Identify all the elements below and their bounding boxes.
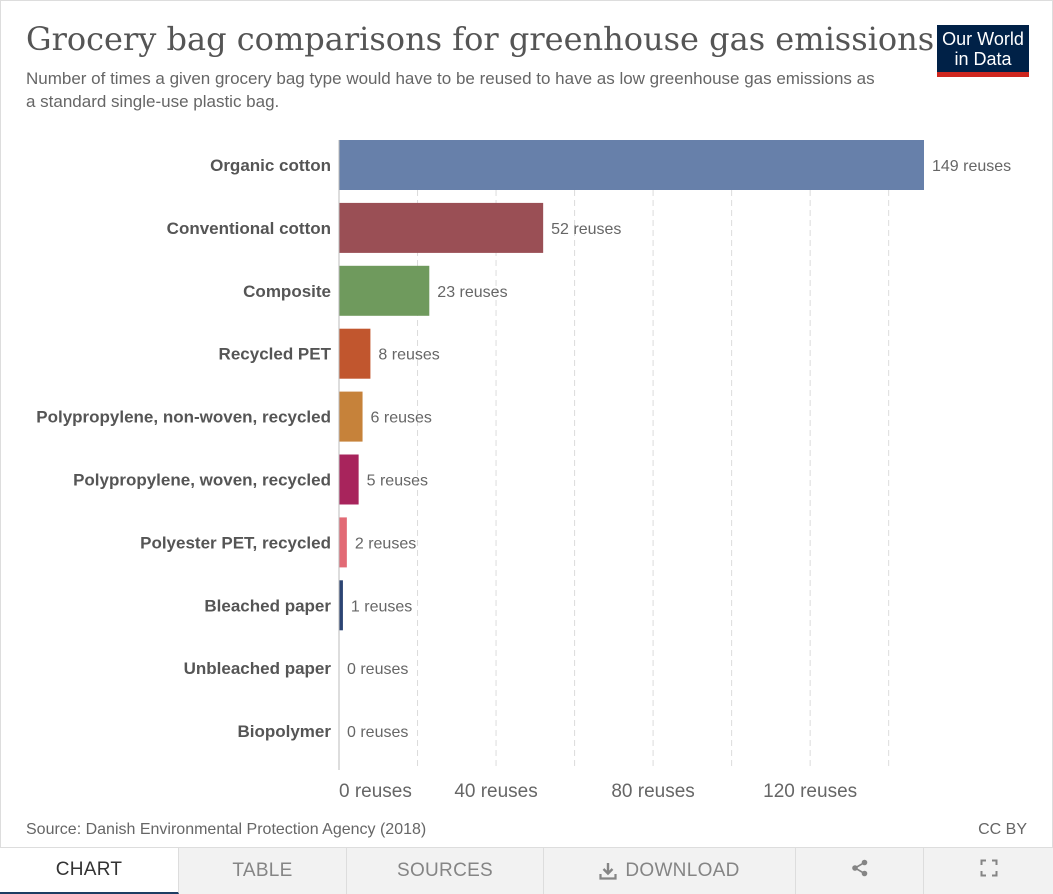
category-label: Unbleached paper xyxy=(184,659,332,678)
category-label: Recycled PET xyxy=(219,345,332,364)
category-label: Composite xyxy=(243,282,331,301)
value-label: 2 reuses xyxy=(355,535,416,552)
source-note: Source: Danish Environmental Protection … xyxy=(26,821,427,838)
value-label: 0 reuses xyxy=(347,724,408,741)
license-label[interactable]: CC BY xyxy=(978,821,1027,838)
x-tick-label: 120 reuses xyxy=(763,781,857,802)
value-label: 149 reuses xyxy=(932,158,1011,175)
tab-chart[interactable]: CHART xyxy=(0,848,179,894)
bar[interactable] xyxy=(339,391,363,442)
category-label: Polyester PET, recycled xyxy=(140,533,331,552)
category-label: Polypropylene, woven, recycled xyxy=(73,471,331,490)
value-label: 52 reuses xyxy=(551,221,621,238)
bar[interactable] xyxy=(339,265,430,316)
bar[interactable] xyxy=(339,140,924,190)
tab-bar: CHART TABLE SOURCES DOWNLOAD xyxy=(0,847,1053,894)
category-label: Organic cotton xyxy=(210,156,331,175)
value-label: 0 reuses xyxy=(347,661,408,678)
category-label: Biopolymer xyxy=(237,722,331,741)
value-label: 8 reuses xyxy=(378,347,439,364)
x-tick-label: 40 reuses xyxy=(454,781,537,802)
logo-line-2: in Data xyxy=(954,49,1012,69)
share-button[interactable] xyxy=(796,848,924,894)
fullscreen-button[interactable] xyxy=(924,848,1053,894)
tab-table-label: TABLE xyxy=(232,860,293,881)
value-label: 6 reuses xyxy=(371,410,432,427)
category-label: Conventional cotton xyxy=(167,219,331,238)
x-tick-label: 80 reuses xyxy=(611,781,694,802)
category-label: Polypropylene, non-woven, recycled xyxy=(36,408,331,427)
share-icon xyxy=(851,859,869,883)
tab-table[interactable]: TABLE xyxy=(179,848,347,894)
logo-line-1: Our World xyxy=(942,29,1024,49)
tab-chart-label: CHART xyxy=(55,859,123,880)
tab-download-label: DOWNLOAD xyxy=(625,860,740,881)
tab-sources-label: SOURCES xyxy=(396,860,494,881)
category-label: Bleached paper xyxy=(204,596,331,615)
download-icon xyxy=(599,862,617,880)
owid-logo[interactable]: Our World in Data xyxy=(937,25,1029,77)
chart-subtitle: Number of times a given grocery bag type… xyxy=(26,69,875,111)
value-label: 23 reuses xyxy=(437,284,507,301)
x-tick-label: 0 reuses xyxy=(339,781,412,802)
bar[interactable] xyxy=(339,202,544,253)
tab-download[interactable]: DOWNLOAD xyxy=(544,848,796,894)
chart-title: Grocery bag comparisons for greenhouse g… xyxy=(26,20,935,58)
bar[interactable] xyxy=(339,454,359,505)
bar[interactable] xyxy=(339,517,347,568)
value-label: 5 reuses xyxy=(367,473,428,490)
fullscreen-icon xyxy=(980,859,998,883)
bar[interactable] xyxy=(339,328,371,379)
bar[interactable] xyxy=(339,580,343,631)
bar-chart: Organic cotton 149 reuses Conventional cot… xyxy=(36,140,1011,802)
value-label: 1 reuses xyxy=(351,598,412,615)
tab-sources[interactable]: SOURCES xyxy=(347,848,544,894)
